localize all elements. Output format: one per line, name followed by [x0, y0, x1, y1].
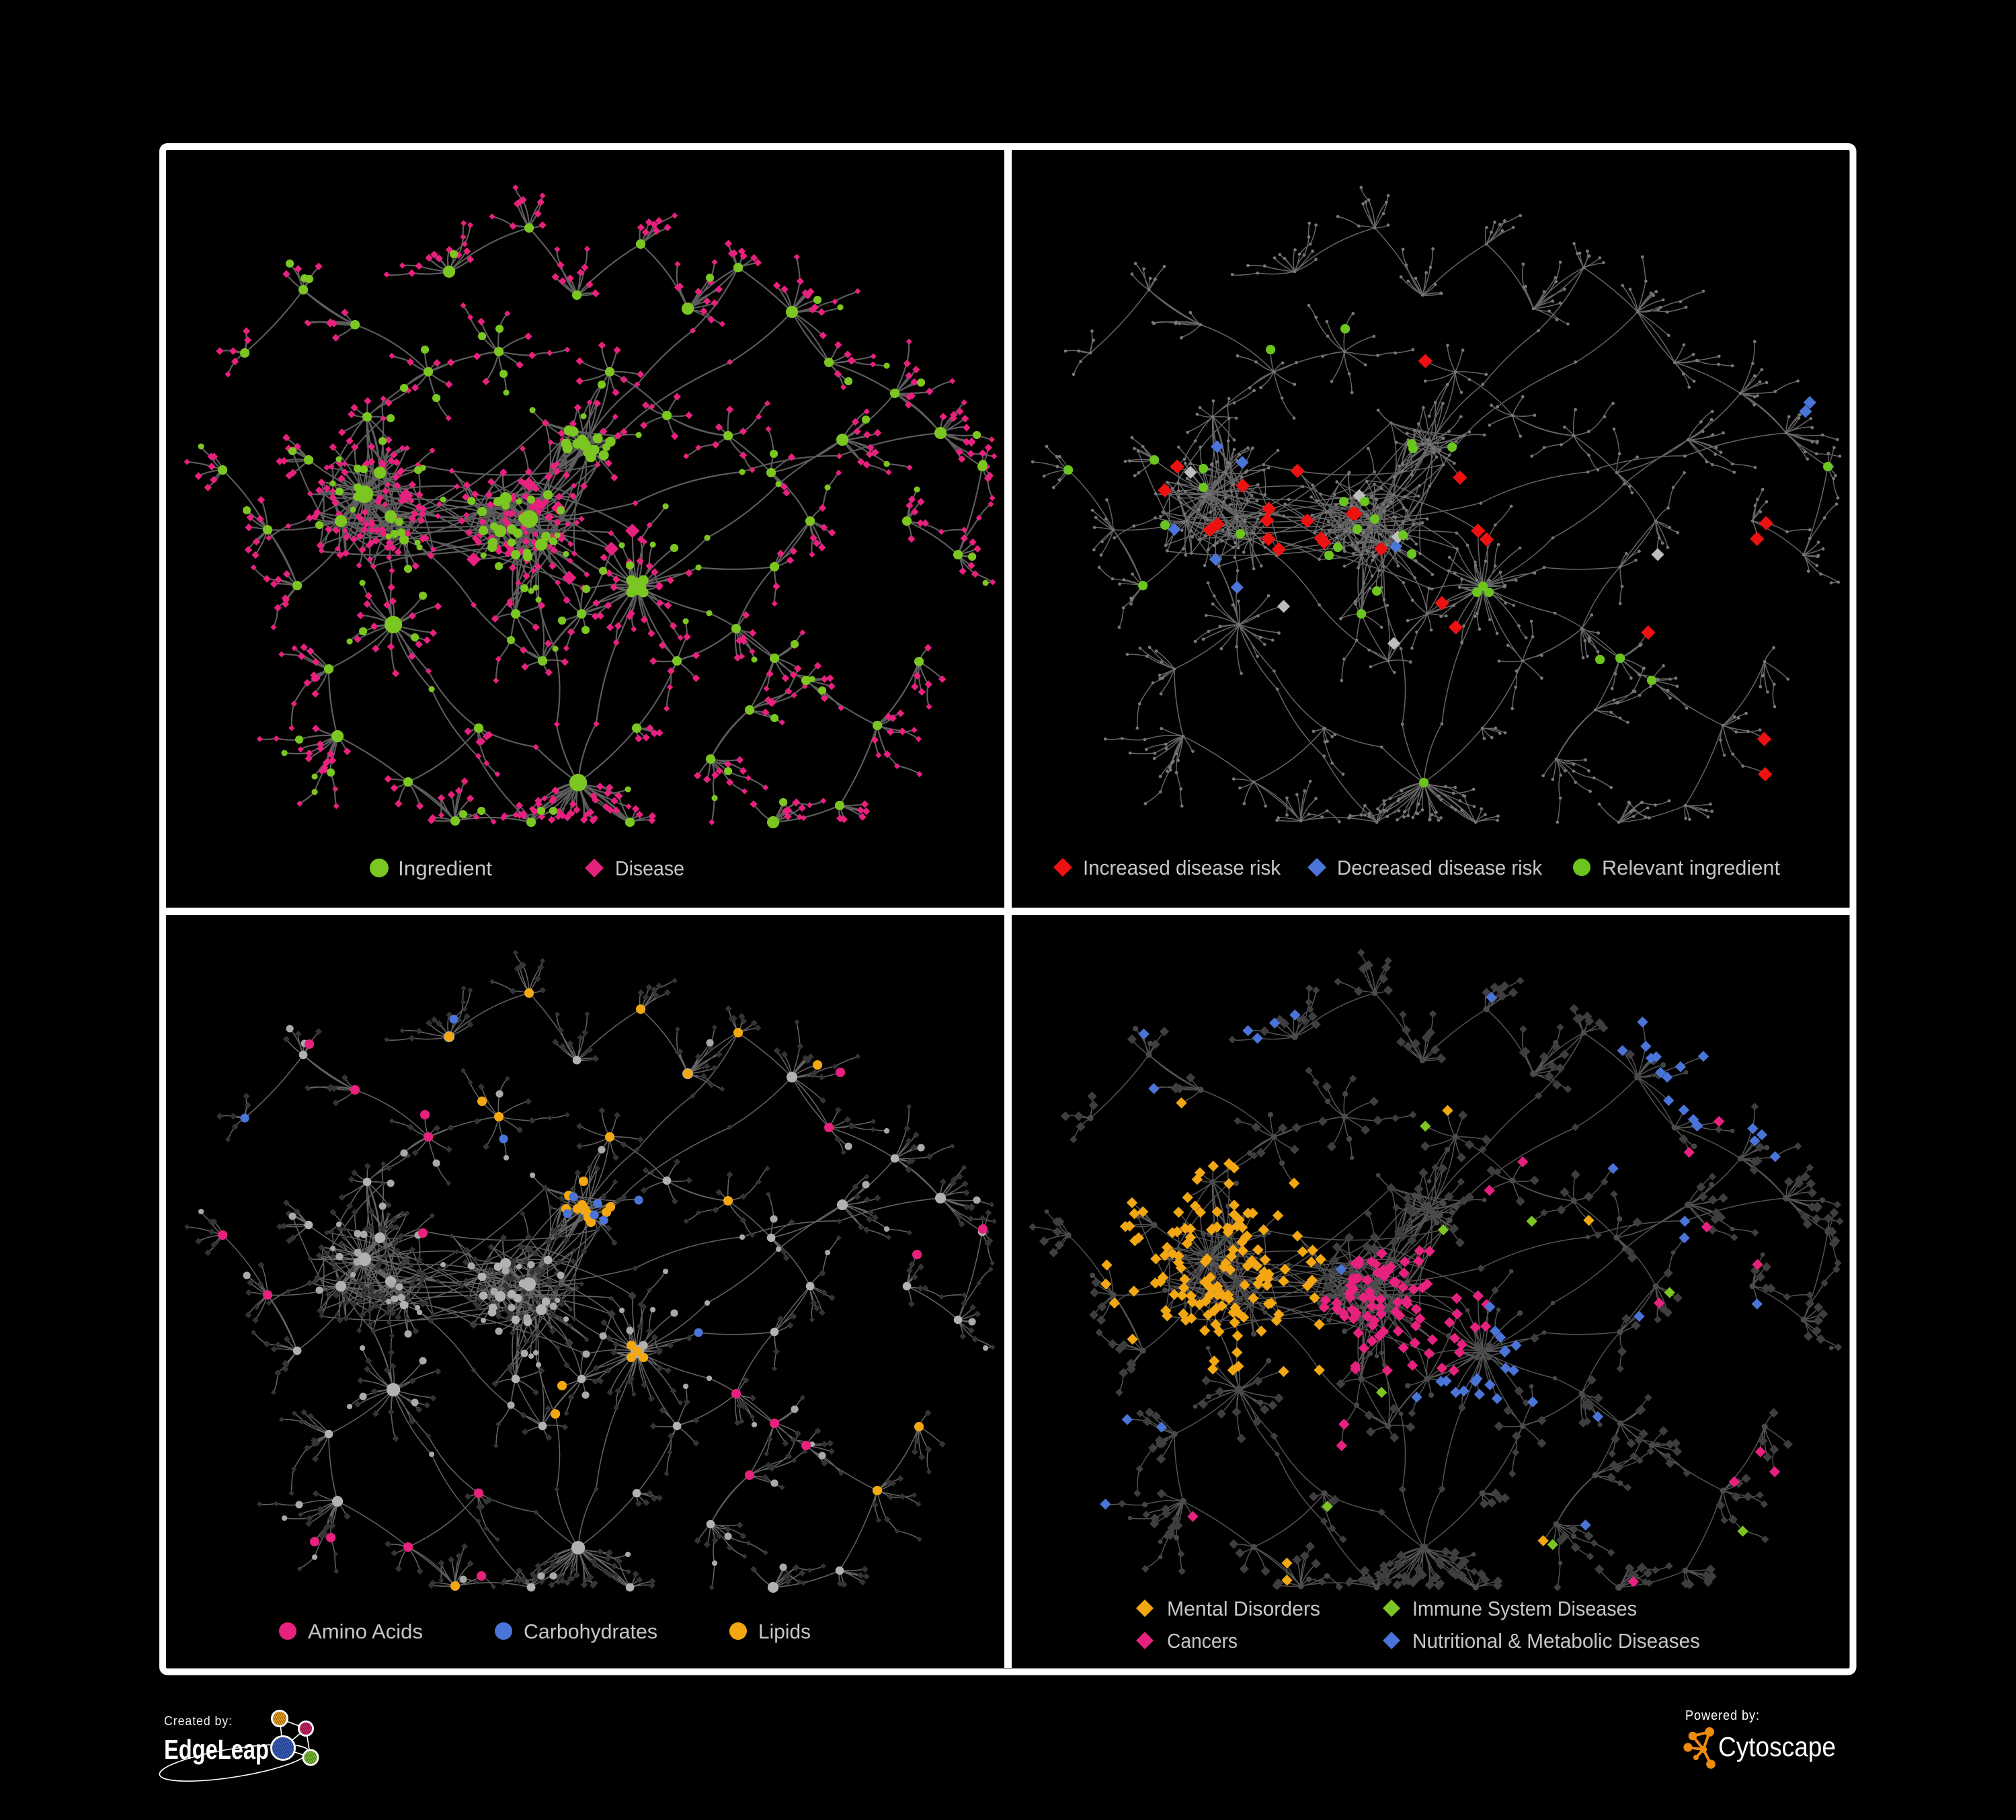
svg-text:Nutritional & Metabolic Diseas: Nutritional & Metabolic Diseases [1412, 1629, 1700, 1653]
svg-text:Increased disease risk: Increased disease risk [1083, 856, 1281, 879]
svg-text:Powered by:: Powered by: [1685, 1708, 1760, 1723]
svg-text:Lipids: Lipids [758, 1620, 811, 1643]
svg-text:Relevant ingredient: Relevant ingredient [1602, 856, 1780, 879]
svg-text:Decreased disease risk: Decreased disease risk [1337, 856, 1542, 879]
svg-text:EdgeLeap: EdgeLeap [164, 1734, 269, 1765]
svg-text:Amino Acids: Amino Acids [308, 1620, 423, 1643]
svg-text:Cytoscape: Cytoscape [1718, 1731, 1836, 1762]
svg-text:Cancers: Cancers [1167, 1629, 1238, 1653]
svg-text:Mental Disorders: Mental Disorders [1167, 1597, 1320, 1620]
svg-text:Created by:: Created by: [164, 1714, 233, 1729]
svg-text:Disease: Disease [615, 857, 684, 880]
svg-text:Carbohydrates: Carbohydrates [524, 1620, 657, 1643]
svg-text:Immune System Diseases: Immune System Diseases [1412, 1597, 1637, 1620]
svg-text:Ingredient: Ingredient [398, 857, 492, 880]
